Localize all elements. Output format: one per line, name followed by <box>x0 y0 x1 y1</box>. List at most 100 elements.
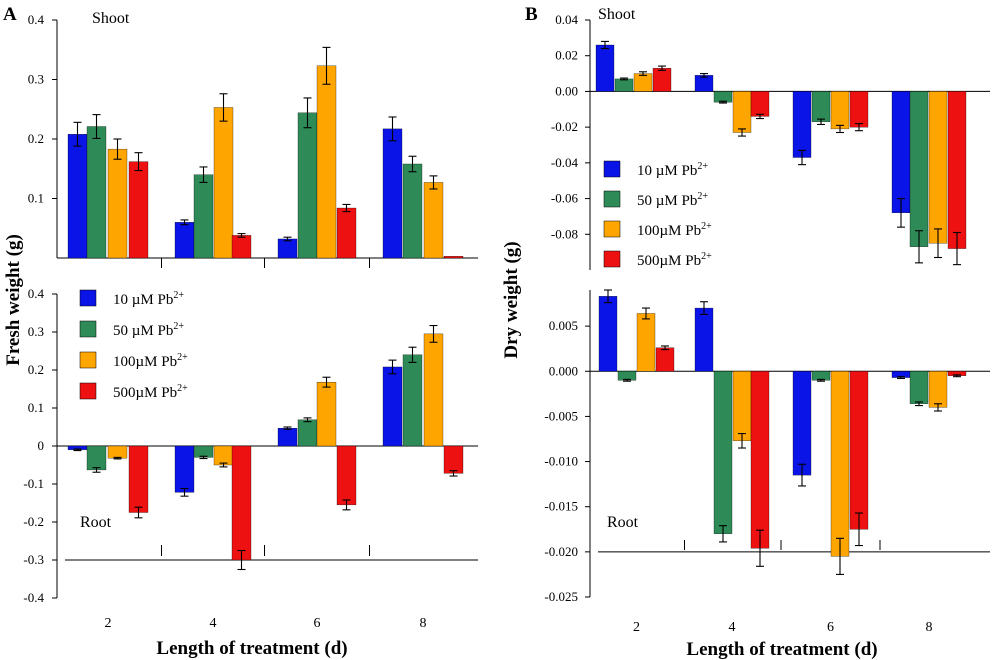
bar-a-shoot-d2-s1 <box>67 134 88 259</box>
bar-b-shoot-d2-s1 <box>595 44 615 92</box>
plot-b-root: -0.025 -0.020 -0.015 -0.010 -0.005 0.000 0.005… <box>544 289 990 635</box>
legend-label-50uM: 50 µM Pb2+ <box>637 191 708 209</box>
y-tick-label: -0.02 <box>551 119 578 134</box>
bar-b-shoot-d4-s1 <box>694 75 714 92</box>
y-tick-label: 0.3 <box>28 324 44 339</box>
bar-b-root-d2-s1 <box>598 296 618 372</box>
bar-b-root-d4-s4 <box>750 371 770 549</box>
x-tick-label: 4 <box>210 616 217 631</box>
y-tick-label: -0.2 <box>23 514 44 529</box>
bar-a-root-d4-s2 <box>193 445 214 458</box>
bar-a-root-d6-s2 <box>297 419 318 447</box>
bar-b-root-d4-s3 <box>732 371 752 441</box>
legend-swatch-100uM <box>79 351 97 369</box>
y-tick-label: -0.4 <box>23 590 44 605</box>
bar-a-root-d4-s1 <box>174 445 195 493</box>
bar-a-root-d2-s2 <box>86 445 107 471</box>
legend-b: 10 µM Pb2+ 50 µM Pb2+ 100µM Pb2+ 500µM Pb2+ <box>603 160 712 269</box>
bar-a-shoot-d6-s4 <box>336 207 357 259</box>
y-tick-label: -0.020 <box>544 544 578 559</box>
x-tick-label: 4 <box>729 620 736 635</box>
y-tick-label: 0.000 <box>549 363 578 378</box>
b-root-title: Root <box>607 514 639 531</box>
bar-b-shoot-d8-s4 <box>947 91 967 249</box>
panel-a-label: A <box>3 4 17 25</box>
plot-b-shoot: -0.08 -0.06 -0.04 -0.02 0.00 0.02 0.04 <box>551 12 990 270</box>
bar-b-root-d8-s3 <box>928 371 948 408</box>
panel-b-ylabel: Dry weight (g) <box>501 241 522 358</box>
bar-a-root-d2-s4 <box>128 445 149 513</box>
bar-a-shoot-d2-s2 <box>86 126 107 259</box>
y-tick-label: -0.015 <box>544 499 578 514</box>
bar-a-shoot-d6-s3 <box>316 65 337 259</box>
bar-a-shoot-d2-s4 <box>128 161 149 259</box>
legend-label-50uM: 50 µM Pb2+ <box>113 321 184 339</box>
y-tick-label: 0.1 <box>28 400 44 415</box>
bar-a-shoot-d6-s2 <box>297 112 318 259</box>
bar-b-shoot-d6-s4 <box>849 91 869 128</box>
panel-a-ylabel: Fresh weight (g) <box>3 234 24 366</box>
bar-a-root-d8-s2 <box>402 354 423 447</box>
legend-label-100uM: 100µM Pb2+ <box>113 352 188 370</box>
y-tick-label: 0.00 <box>555 83 578 98</box>
bar-b-root-d4-s2 <box>713 371 733 534</box>
legend-a: 10 µM Pb2+ 50 µM Pb2+ 100µM Pb2+ 500µM Pb2+ <box>79 289 188 401</box>
y-tick-label: 0.2 <box>28 131 44 146</box>
x-tick-label: 2 <box>633 620 640 635</box>
bar-b-shoot-d2-s2 <box>614 78 634 92</box>
bar-a-shoot-d6-s1 <box>277 238 298 259</box>
plot-a-shoot: 0.1 0.2 0.3 0.4 <box>28 12 478 268</box>
x-tick-label: 6 <box>314 616 321 631</box>
bar-a-shoot-d4-s1 <box>174 222 195 259</box>
panel-a-xlabel: Length of treatment (d) <box>156 638 347 659</box>
x-tick-label: 2 <box>105 616 112 631</box>
bar-b-root-d2-s4 <box>655 347 675 372</box>
bar-b-root-d8-s2 <box>909 371 929 404</box>
legend-label-10uM: 10 µM Pb2+ <box>637 161 708 179</box>
bar-b-root-d6-s4 <box>849 371 869 530</box>
bar-b-shoot-d6-s1 <box>792 91 812 158</box>
a-root-title: Root <box>80 514 112 531</box>
bar-a-shoot-d4-s4 <box>231 235 252 259</box>
y-tick-label: 0 <box>38 438 45 453</box>
bar-b-shoot-d6-s2 <box>811 91 831 122</box>
y-tick-label: -0.005 <box>544 408 578 423</box>
bar-b-shoot-d6-s3 <box>830 91 850 130</box>
legend-label-500uM: 500µM Pb2+ <box>113 383 188 401</box>
bar-a-shoot-d4-s2 <box>193 174 214 259</box>
y-tick-label: -0.010 <box>544 454 578 469</box>
y-tick-label: -0.025 <box>544 589 578 604</box>
bar-a-root-d2-s3 <box>107 445 128 459</box>
panel-b-label: B <box>525 4 538 25</box>
legend-swatch-10uM <box>603 160 621 178</box>
bar-a-shoot-d8-s3 <box>423 182 444 259</box>
legend-swatch-500uM <box>603 250 621 268</box>
bar-b-root-d4-s1 <box>694 307 714 372</box>
panel-b-xlabel: Length of treatment (d) <box>686 639 877 660</box>
legend-label-500uM: 500µM Pb2+ <box>637 251 712 269</box>
legend-label-10uM: 10 µM Pb2+ <box>113 290 184 308</box>
bar-a-shoot-d8-s2 <box>402 163 423 259</box>
bar-a-shoot-d2-s3 <box>107 148 128 259</box>
y-tick-label: 0.02 <box>555 48 578 63</box>
y-tick-label: -0.06 <box>551 191 579 206</box>
bar-b-root-d6-s3 <box>830 371 850 557</box>
y-tick-label: 0.04 <box>555 12 578 27</box>
plot-a-root: -0.4 -0.3 -0.2 -0.1 0 0.1 0.2 0.3 0.4 2 4 6 8 <box>23 286 478 631</box>
legend-swatch-50uM <box>603 190 621 208</box>
x-tick-label: 8 <box>420 616 427 631</box>
bar-a-root-d4-s3 <box>213 445 234 466</box>
bar-b-shoot-d4-s3 <box>732 91 752 133</box>
bar-a-shoot-d8-s1 <box>382 128 403 259</box>
y-tick-label: 0.005 <box>549 318 578 333</box>
bar-b-root-d6-s1 <box>792 371 812 476</box>
bar-a-shoot-d4-s3 <box>213 107 234 259</box>
legend-swatch-100uM <box>603 220 621 238</box>
legend-swatch-50uM <box>79 320 97 338</box>
bar-a-root-d6-s1 <box>277 427 298 447</box>
y-tick-label: 0.3 <box>28 72 44 87</box>
y-tick-label: -0.1 <box>23 476 44 491</box>
x-tick-label: 6 <box>827 620 834 635</box>
y-tick-label: -0.3 <box>23 552 44 567</box>
y-tick-label: -0.08 <box>551 226 578 241</box>
